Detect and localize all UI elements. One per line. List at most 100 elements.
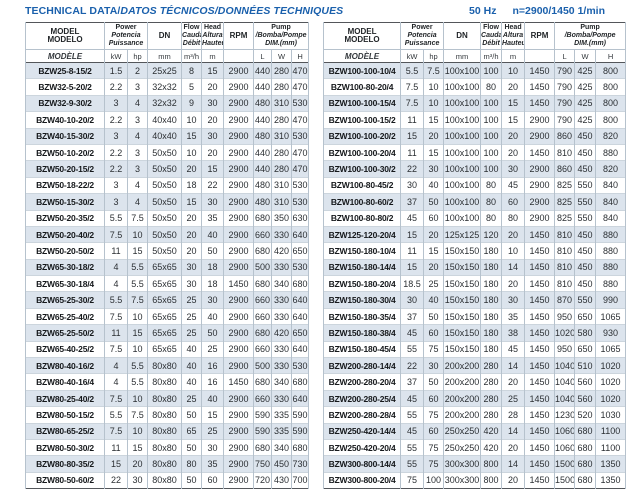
value-cell: 30 bbox=[201, 291, 225, 309]
value-cell: 20 bbox=[501, 225, 526, 243]
model-cell: BZW80-50-30/2 bbox=[25, 438, 105, 456]
unit-mm: mm bbox=[443, 49, 482, 63]
value-cell: 65x65 bbox=[147, 258, 183, 276]
value-cell: 65x65 bbox=[147, 324, 183, 342]
value-cell: 440 bbox=[253, 62, 273, 79]
value-cell: 18 bbox=[201, 275, 225, 292]
table-row: BZW150-180-20/4 18.5 25 150x150 180 20 1450 810… bbox=[323, 275, 627, 292]
value-cell: 800 bbox=[595, 78, 627, 96]
value-cell: 450 bbox=[574, 275, 597, 292]
table-row: BZW300-800-14/4 55 75 300x300 800 14 1450 1500 6… bbox=[323, 455, 627, 473]
model-cell: BZW150-180-35/4 bbox=[323, 307, 402, 325]
value-cell: 280 bbox=[480, 406, 503, 424]
value-cell: 2900 bbox=[223, 160, 255, 178]
value-cell: 2900 bbox=[223, 471, 255, 489]
value-cell: 1040 bbox=[554, 357, 576, 374]
value-cell: 2900 bbox=[223, 242, 255, 260]
model-cell: BZW50-20-40/2 bbox=[25, 225, 105, 243]
value-cell: 11 bbox=[104, 438, 128, 456]
value-cell: 3 bbox=[126, 78, 149, 96]
operating-conditions: 50 Hz n=2900/1450 1/min bbox=[469, 5, 605, 17]
value-cell: 60 bbox=[201, 471, 225, 489]
col-header-pump-dim: Pump/Bomba/Pompe DIM.(mm) bbox=[253, 22, 310, 50]
value-cell: 50x50 bbox=[147, 209, 183, 227]
value-cell: 22 bbox=[400, 160, 425, 178]
table-row: BZW100-80-45/2 30 40 100x100 80 45 2900 825 550 8… bbox=[323, 176, 627, 194]
value-cell: 880 bbox=[595, 275, 627, 292]
value-cell: 40 bbox=[181, 357, 203, 374]
value-cell: 310 bbox=[271, 193, 293, 211]
col-header-power: Power Potencia Puissance bbox=[103, 22, 149, 50]
value-cell: 335 bbox=[271, 422, 293, 440]
table-row: BZW50-15-30/2 3 4 50x50 15 30 2900 480 310 530 bbox=[25, 193, 310, 211]
table-row: BZW50-10-20/2 2.2 3 50x50 10 20 2900 440 280 470 bbox=[25, 143, 310, 161]
table-body: BZW100-100-10/4 5.5 7.5 100x100 100 10 1450 790… bbox=[323, 62, 627, 489]
value-cell: 37 bbox=[400, 193, 425, 211]
value-cell: 100x100 bbox=[443, 209, 482, 227]
value-cell: 2900 bbox=[223, 324, 255, 342]
value-cell: 25 bbox=[181, 324, 203, 342]
value-cell: 1040 bbox=[554, 373, 576, 391]
value-cell: 14 bbox=[501, 422, 526, 440]
value-cell: 840 bbox=[595, 209, 627, 227]
value-cell: 180 bbox=[480, 275, 503, 292]
value-cell: 2900 bbox=[223, 209, 255, 227]
value-cell: 75 bbox=[423, 406, 445, 424]
table-row: BZW50-20-50/2 11 15 50x50 20 50 2900 680 420 650 bbox=[25, 242, 310, 260]
value-cell: 7.5 bbox=[104, 307, 128, 325]
table-row: BZW250-420-20/4 55 75 250x250 420 20 1450 1060 6… bbox=[323, 438, 627, 456]
value-cell: 2900 bbox=[223, 143, 255, 161]
model-cell: BZW80-25-40/2 bbox=[25, 389, 105, 407]
value-cell: 2900 bbox=[223, 389, 255, 407]
value-cell: 1500 bbox=[554, 455, 576, 473]
value-cell: 100 bbox=[480, 111, 503, 129]
model-cell: BZW150-180-14/4 bbox=[323, 258, 402, 276]
value-cell: 680 bbox=[253, 373, 273, 391]
value-cell: 40x40 bbox=[147, 111, 183, 129]
value-cell: 4 bbox=[126, 94, 149, 112]
value-cell: 550 bbox=[574, 176, 597, 194]
model-cell: BZW100-80-20/4 bbox=[323, 78, 402, 96]
unit-m: m bbox=[501, 49, 526, 63]
value-cell: 180 bbox=[480, 258, 503, 276]
value-cell: 25 bbox=[201, 422, 225, 440]
value-cell: 3 bbox=[104, 193, 128, 211]
model-cell: BZW150-180-30/4 bbox=[323, 291, 402, 309]
value-cell: 1065 bbox=[595, 340, 627, 358]
value-cell: 2900 bbox=[223, 62, 255, 79]
value-cell: 330 bbox=[271, 340, 293, 358]
value-cell: 50 bbox=[181, 438, 203, 456]
table-row: BZW150-180-14/4 15 20 150x150 180 14 1450 810 45… bbox=[323, 258, 627, 276]
value-cell: 330 bbox=[271, 291, 293, 309]
value-cell: 65x65 bbox=[147, 340, 183, 358]
value-cell: 7.5 bbox=[126, 291, 149, 309]
table-row: BZW65-40-25/2 7.5 10 65x65 40 25 2900 660 330 640 bbox=[25, 340, 310, 358]
value-cell: 1450 bbox=[524, 258, 556, 276]
value-cell: 50x50 bbox=[147, 242, 183, 260]
value-cell: 50x50 bbox=[147, 143, 183, 161]
value-cell: 1450 bbox=[524, 62, 556, 79]
col-header-head: Head Altura Hauteur bbox=[201, 22, 225, 50]
value-cell: 810 bbox=[554, 275, 576, 292]
value-cell: 15 bbox=[126, 242, 149, 260]
table-row: BZW80-80-35/2 15 20 80x80 80 35 2900 750 450 730 bbox=[25, 455, 310, 473]
value-cell: 660 bbox=[253, 389, 273, 407]
value-cell: 2900 bbox=[223, 176, 255, 194]
value-cell: 1060 bbox=[554, 438, 576, 456]
value-cell: 680 bbox=[291, 373, 310, 391]
value-cell: 16 bbox=[201, 357, 225, 374]
table-body: BZW25-8-15/2 1.5 2 25x25 8 15 2900 440 280 470 BZW… bbox=[25, 62, 310, 489]
value-cell: 5.5 bbox=[126, 373, 149, 391]
value-cell: 20 bbox=[181, 242, 203, 260]
value-cell: 40 bbox=[181, 373, 203, 391]
value-cell: 100x100 bbox=[443, 94, 482, 112]
value-cell: 65 bbox=[181, 422, 203, 440]
value-cell: 2900 bbox=[223, 422, 255, 440]
unit-w: W bbox=[574, 49, 597, 63]
model-cell: BZW65-25-50/2 bbox=[25, 324, 105, 342]
model-cell: BZW150-180-20/4 bbox=[323, 275, 402, 292]
value-cell: 1450 bbox=[524, 291, 556, 309]
value-cell: 300x300 bbox=[443, 455, 482, 473]
model-cell: BZW150-180-45/4 bbox=[323, 340, 402, 358]
table-row: BZW65-25-40/2 7.5 10 65x65 25 40 2900 660 330 640 bbox=[25, 307, 310, 325]
